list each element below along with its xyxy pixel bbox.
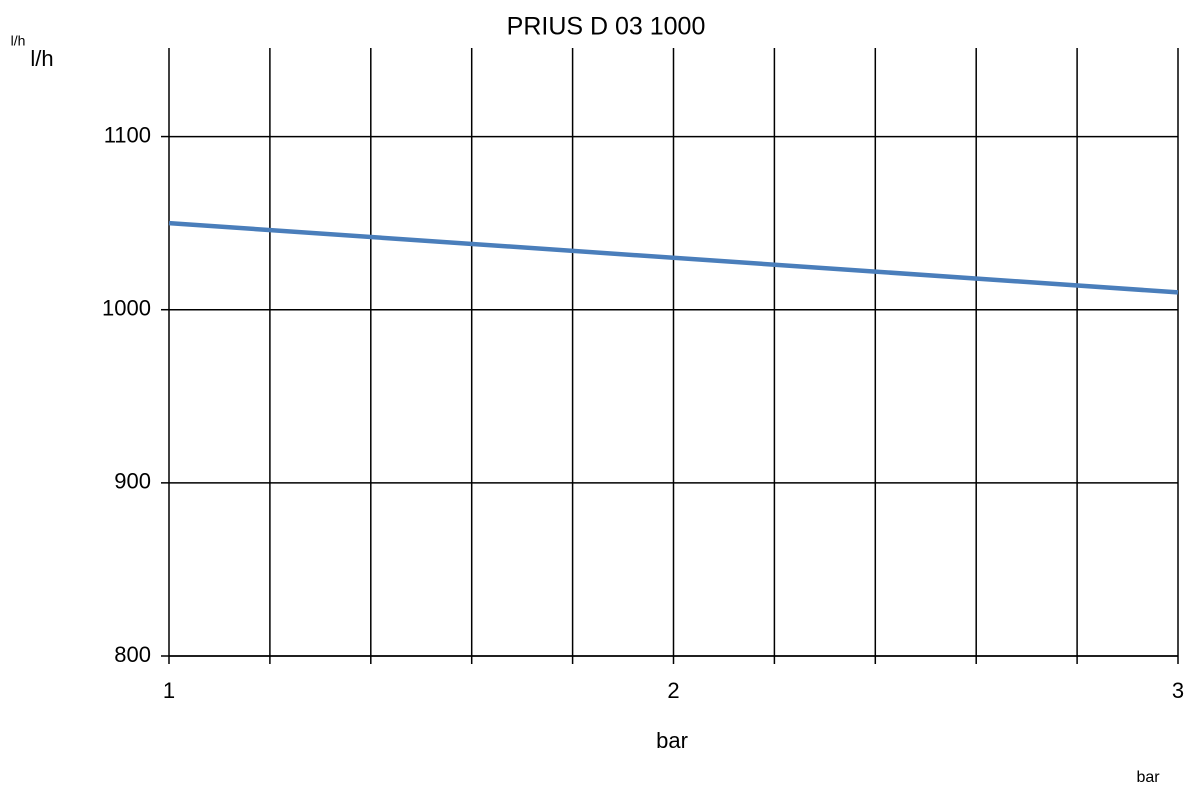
y-tick-label: 1000	[102, 296, 151, 321]
y-axis-label: l/h	[30, 46, 53, 71]
y-tick-label: 800	[114, 642, 151, 667]
x-tick-label: 2	[667, 678, 679, 703]
chart-title: PRIUS D 03 1000	[507, 13, 706, 41]
x-axis-label: bar	[656, 728, 688, 753]
y-tick-label: 900	[114, 469, 151, 494]
y-tick-label: 1100	[104, 122, 151, 147]
data-line	[168, 220, 1179, 295]
annotation: bar	[1136, 769, 1160, 786]
x-tick-label: 1	[163, 678, 175, 703]
x-tick-label: 3	[1172, 678, 1184, 703]
annotation: l/h	[11, 33, 26, 49]
